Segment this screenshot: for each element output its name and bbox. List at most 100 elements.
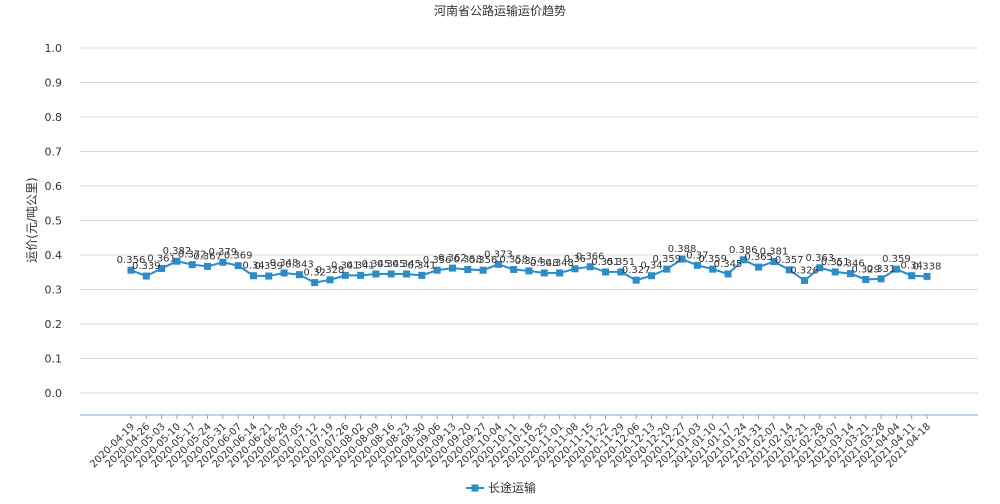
data-point: [158, 264, 166, 272]
data-label: 0.345: [362, 259, 391, 270]
data-point: [372, 270, 380, 278]
data-point: [785, 266, 793, 274]
data-point: [494, 260, 502, 268]
data-label: 0.351: [591, 257, 620, 268]
legend-marker-icon: [471, 484, 479, 492]
data-point: [586, 263, 594, 271]
data-point: [801, 277, 809, 285]
data-label: 0.341: [331, 260, 360, 271]
data-point: [249, 272, 257, 280]
data-label: 0.34: [242, 261, 264, 272]
x-tick-labels: 2020-04-192020-04-262020-05-032020-05-10…: [88, 421, 933, 470]
data-label: 0.331: [867, 264, 896, 275]
data-point: [846, 270, 854, 278]
data-point: [693, 261, 701, 269]
data-point: [311, 279, 319, 287]
y-tick-label: 0.2: [45, 318, 63, 331]
data-point: [540, 269, 548, 277]
y-tick-label: 0.8: [45, 111, 63, 124]
data-label: 0.358: [453, 254, 482, 265]
data-label: 0.36: [564, 254, 586, 265]
data-point: [188, 261, 196, 269]
data-label: 0.365: [744, 252, 773, 263]
y-tick-label: 0.6: [45, 180, 63, 193]
data-point: [204, 262, 212, 270]
data-point: [280, 269, 288, 277]
data-point: [617, 268, 625, 276]
data-point: [448, 264, 456, 272]
legend-label[interactable]: 长途运输: [488, 480, 536, 495]
y-tick-label: 0.9: [45, 77, 63, 90]
y-tick-label: 0.7: [45, 146, 63, 159]
data-point: [862, 275, 870, 283]
grid-lines: [80, 47, 978, 394]
data-point: [724, 270, 732, 278]
data-label: 0.388: [668, 244, 697, 255]
data-point: [755, 263, 763, 271]
data-point: [464, 265, 472, 273]
data-point: [739, 256, 747, 264]
data-label: 0.328: [316, 265, 345, 276]
data-label: 0.348: [530, 258, 559, 269]
y-tick-label: 0.1: [45, 353, 63, 366]
data-label: 0.366: [576, 252, 605, 263]
series-layer: [127, 255, 931, 287]
data-label: 0.345: [392, 259, 421, 270]
data-label: 0.359: [882, 254, 911, 265]
data-label: 0.361: [147, 253, 176, 264]
data-label: 0.339: [254, 261, 283, 272]
y-tick-labels: 0.0 0.1 0.2 0.3 0.4 0.5 0.6 0.7 0.8 0.9 1.0: [45, 42, 63, 400]
legend[interactable]: 长途运输: [466, 480, 536, 495]
data-point: [602, 268, 610, 276]
data-label: 0.372: [178, 250, 207, 261]
data-point: [556, 269, 564, 277]
data-label: 0.329: [851, 264, 880, 275]
data-label: 0.345: [377, 259, 406, 270]
data-label: 0.338: [913, 261, 942, 272]
data-label: 0.357: [775, 255, 804, 266]
data-point: [295, 271, 303, 279]
data-point: [142, 272, 150, 280]
data-label: 0.362: [438, 253, 467, 264]
data-point: [357, 271, 365, 279]
data-point: [877, 275, 885, 283]
y-tick-label: 1.0: [45, 42, 63, 55]
data-point: [678, 255, 686, 263]
data-label: 0.326: [790, 266, 819, 277]
data-point: [663, 265, 671, 273]
data-label: 0.354: [515, 256, 544, 267]
data-label: 0.343: [285, 260, 314, 271]
x-axis: [80, 414, 978, 419]
data-label: 0.356: [117, 255, 146, 266]
data-label: 0.351: [607, 257, 636, 268]
data-label: 0.379: [209, 247, 238, 258]
y-tick-label: 0.0: [45, 387, 63, 400]
data-point: [908, 272, 916, 280]
data-point: [632, 276, 640, 284]
data-label: 0.341: [346, 260, 375, 271]
data-label: 0.363: [806, 253, 835, 264]
data-label: 0.341: [408, 260, 437, 271]
data-point: [127, 266, 135, 274]
data-label: 0.339: [132, 261, 161, 272]
chart-title: 河南省公路运输运价趋势: [434, 3, 566, 18]
data-point: [219, 258, 227, 266]
data-point: [387, 270, 395, 278]
data-point: [234, 262, 242, 270]
data-label: 0.386: [729, 245, 758, 256]
data-label: 0.32: [304, 268, 326, 279]
y-tick-label: 0.5: [45, 215, 63, 228]
data-point: [326, 276, 334, 284]
data-point: [418, 271, 426, 279]
data-label: 0.382: [163, 246, 192, 257]
data-label: 0.373: [484, 249, 513, 260]
data-label: 0.346: [836, 259, 865, 270]
data-point: [831, 268, 839, 276]
data-point: [265, 272, 273, 280]
data-label: 0.359: [652, 254, 681, 265]
data-label: 0.356: [423, 255, 452, 266]
data-label: 0.37: [686, 250, 708, 261]
data-label: 0.327: [622, 265, 651, 276]
